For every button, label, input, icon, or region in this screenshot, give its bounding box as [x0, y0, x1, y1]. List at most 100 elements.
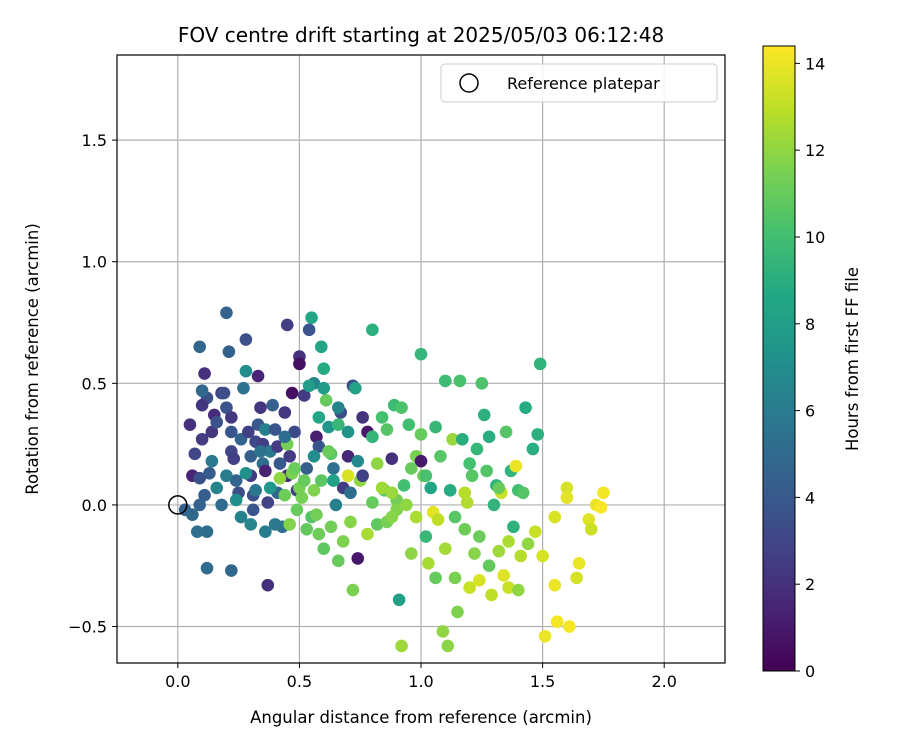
- scatter-point: [288, 462, 301, 475]
- scatter-point: [356, 411, 369, 424]
- scatter-point: [273, 471, 287, 485]
- scatter-point: [237, 381, 250, 395]
- scatter-point: [584, 522, 598, 536]
- colorbar-ticks: 0 2 4 6 8 10 12 14: [795, 54, 825, 681]
- colorbar-tick-label: 4: [805, 488, 815, 507]
- scatter-point: [414, 454, 428, 468]
- scatter-point: [341, 469, 355, 483]
- scatter-point: [288, 425, 301, 439]
- scatter-point: [285, 386, 299, 400]
- scatter-point: [572, 556, 586, 570]
- colorbar-tick-label: 14: [805, 54, 825, 73]
- scatter-point: [507, 520, 520, 534]
- scatter-point: [465, 469, 479, 483]
- scatter-point: [448, 510, 462, 524]
- scatter-point: [356, 469, 369, 483]
- scatter-point: [414, 347, 428, 361]
- scatter-point: [278, 488, 292, 502]
- scatter-point: [563, 620, 576, 633]
- scatter-point: [492, 544, 506, 558]
- scatter-point: [392, 593, 406, 607]
- scatter-point: [395, 639, 408, 653]
- reference-marker: [168, 495, 188, 515]
- scatter-point: [529, 525, 542, 538]
- scatter-point: [324, 520, 338, 534]
- scatter-point: [409, 510, 423, 524]
- colorbar-tick-label: 2: [805, 575, 815, 594]
- scatter-point: [502, 581, 515, 594]
- scatter-point: [531, 428, 545, 441]
- scatter-point: [273, 457, 287, 470]
- scatter-point: [419, 469, 433, 483]
- x-axis-label: Angular distance from reference (arcmin): [250, 708, 592, 727]
- legend-label: Reference platepar: [507, 74, 660, 93]
- scatter-point: [198, 488, 211, 502]
- scatter-point: [431, 513, 445, 526]
- scatter-point: [327, 474, 340, 487]
- scatter-point: [441, 639, 455, 653]
- scatter-point: [366, 496, 379, 509]
- scatter-point: [327, 462, 340, 475]
- scatter-point: [332, 401, 345, 414]
- scatter-point: [220, 306, 233, 320]
- scatter-point: [193, 340, 206, 354]
- scatter-point: [480, 464, 493, 478]
- scatter-point: [297, 389, 311, 402]
- scatter-point: [305, 311, 318, 324]
- scatter-point: [190, 525, 204, 538]
- scatter-point: [380, 423, 394, 436]
- scatter-point: [254, 401, 267, 414]
- scatter-point: [268, 518, 282, 531]
- scatter-point: [404, 462, 418, 475]
- y-tick-label: 1.0: [82, 253, 107, 272]
- scatter-point: [310, 508, 323, 521]
- x-tick-label: 1.0: [408, 672, 433, 691]
- scatter-point: [434, 449, 447, 463]
- scatter-point: [446, 432, 459, 446]
- x-tick-label: 0.5: [287, 672, 312, 691]
- scatter-point: [346, 583, 360, 597]
- scatter-point: [302, 379, 316, 393]
- scatter-point: [314, 340, 328, 354]
- scatter-point: [361, 527, 374, 541]
- scatter-point: [570, 571, 583, 585]
- scatter-point: [322, 445, 335, 458]
- scatter-point: [259, 525, 272, 538]
- scatter-point: [548, 510, 562, 524]
- scatter-point: [536, 549, 549, 563]
- scatter-point: [370, 518, 384, 531]
- scatter-point: [205, 425, 219, 439]
- scatter-point: [533, 357, 547, 371]
- scatter-point: [336, 535, 350, 548]
- scatter-point: [290, 503, 304, 517]
- scatter-point: [210, 415, 224, 429]
- scatter-point: [402, 418, 416, 431]
- scatter-point: [195, 432, 209, 446]
- scatter-point: [526, 442, 540, 456]
- scatter-points: [178, 306, 610, 653]
- colorbar-tick-label: 0: [805, 662, 815, 681]
- scatter-point: [261, 496, 275, 509]
- scatter-point: [227, 452, 241, 466]
- scatter-point: [317, 362, 331, 376]
- scatter-point: [225, 425, 238, 439]
- y-tick-label: 0.0: [82, 496, 107, 515]
- scatter-point: [317, 381, 331, 395]
- scatter-point: [439, 374, 452, 388]
- scatter-point: [300, 522, 313, 536]
- colorbar-tick-label: 12: [805, 141, 825, 160]
- scatter-point: [239, 467, 253, 480]
- scatter-point: [278, 406, 292, 419]
- scatter-point: [244, 518, 258, 531]
- y-axis-ticks: −0.5 0.0 0.5 1.0 1.5: [68, 131, 117, 637]
- colorbar-frame: [762, 45, 796, 672]
- scatter-point: [229, 474, 243, 487]
- scatter-point: [375, 481, 389, 495]
- scatter-point: [375, 411, 389, 424]
- legend-reference-marker: [459, 73, 479, 93]
- scatter-point: [366, 323, 379, 337]
- scatter-point: [395, 401, 408, 414]
- scatter-point: [188, 447, 202, 461]
- scatter-point: [251, 369, 265, 383]
